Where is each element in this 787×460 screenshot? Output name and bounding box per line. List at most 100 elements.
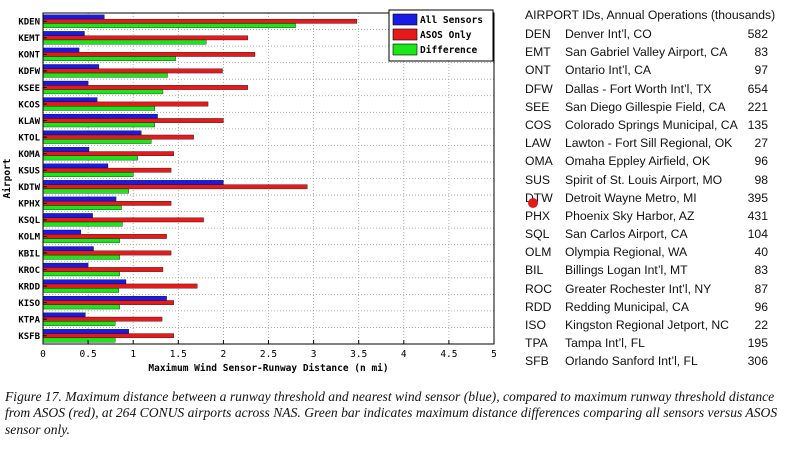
bar-asos-only: [42, 250, 172, 256]
bar-all-sensors: [42, 80, 89, 86]
table-row: SQL San Carlos Airport, CA 104: [520, 225, 782, 243]
airport-code: DFW: [525, 81, 553, 96]
annual-operations: 395: [747, 190, 768, 205]
annual-operations: 654: [747, 81, 768, 96]
chart-ticks: 0 0.5 1 1.5 2 2.5 3 3.5 4 4.5 5 KDEN KEMT KONT KDFW KSE…: [18, 18, 497, 360]
bar-asos-only: [42, 217, 204, 223]
y-tick-label: KTOL: [18, 133, 40, 143]
bar-all-sensors: [42, 295, 167, 301]
airport-code: ROC: [525, 281, 553, 296]
y-tick-label: KCOS: [18, 100, 40, 110]
bar-difference: [42, 254, 120, 260]
airport-code: DEN: [525, 27, 551, 41]
y-tick-label: KSFB: [18, 332, 40, 342]
bar-asos-only: [42, 234, 167, 239]
bar-all-sensors: [42, 130, 142, 136]
airport-code: SUS: [525, 172, 551, 187]
x-tick-label: 0: [40, 349, 46, 360]
bar-asos-only: [42, 118, 224, 123]
bar-all-sensors: [42, 312, 86, 318]
bar-all-sensors: [42, 279, 127, 285]
bar-difference: [42, 205, 122, 210]
airport-name: San Gabriel Valley Airport, CA: [565, 45, 728, 60]
table-row: DTW Detroit Wayne Metro, MI 395: [520, 189, 782, 207]
table-row: DFW Dallas - Fort Worth Int’l, TX 654: [520, 80, 782, 98]
annual-operations: 83: [754, 263, 768, 278]
y-tick-label: KDFW: [18, 67, 40, 77]
y-tick-label: KSUS: [18, 167, 40, 177]
y-tick-label: KPHX: [18, 200, 40, 210]
bar-difference: [42, 288, 119, 293]
annual-operations: 22: [754, 318, 768, 332]
bar-difference: [42, 304, 120, 310]
annual-operations: 104: [747, 227, 768, 242]
table-row: LAW Lawton - Fort Sill Regional, OK 27: [520, 134, 782, 152]
bar-all-sensors: [42, 196, 117, 202]
bar-asos-only: [42, 184, 308, 190]
y-tick-label: KOMA: [18, 150, 40, 160]
bar-difference: [42, 106, 156, 111]
airport-name: Colorado Springs Municipal, CA: [565, 117, 738, 132]
table-row: ROC Greater Rochester Int’l, NY 87: [520, 280, 782, 298]
y-tick-label: KSEE: [18, 84, 40, 94]
bar-asos-only: [42, 300, 174, 305]
x-tick-label: 2.5: [260, 349, 277, 360]
airport-code: SFB: [525, 354, 549, 369]
figure-caption: Figure 17. Maximum distance between a ru…: [5, 389, 778, 437]
annual-operations: 97: [754, 63, 768, 78]
table-row: ONT Ontario Int’l, CA 97: [520, 61, 782, 79]
annual-operations: 87: [754, 281, 768, 296]
annual-operations: 96: [754, 299, 768, 314]
bar-difference: [42, 238, 120, 244]
annual-operations: 98: [754, 172, 768, 187]
airport-code: BIL: [525, 263, 544, 278]
airport-name: Spirit of St. Louis Airport, MO: [565, 172, 723, 187]
legend-label: All Sensors: [420, 15, 483, 26]
airport-code: EMT: [525, 45, 551, 60]
airport-code: ISO: [525, 318, 546, 332]
airport-name: Detroit Wayne Metro, MI: [565, 190, 697, 205]
airport-code: SQL: [525, 227, 550, 242]
bar-asos-only: [42, 52, 256, 57]
airport-code: ONT: [525, 63, 551, 78]
bar-asos-only: [42, 151, 174, 156]
legend-label: Difference: [420, 45, 477, 56]
bar-difference: [42, 122, 156, 128]
table-row: COS Colorado Springs Municipal, CA 135: [520, 116, 782, 134]
airport-code: OLM: [525, 245, 552, 260]
airport-name: Olympia Regional, WA: [565, 245, 688, 260]
legend-swatch: [392, 28, 418, 41]
y-tick-label: KLAW: [18, 117, 40, 127]
bar-difference: [42, 172, 134, 177]
bar-all-sensors: [42, 213, 93, 218]
airport-code: PHX: [525, 208, 551, 223]
airport-name: Phoenix Sky Harbor, AZ: [565, 208, 695, 223]
y-tick-label: KSQL: [18, 216, 40, 226]
airport-name: Kingston Regional Jetport, NC: [565, 318, 729, 332]
bar-asos-only: [42, 267, 164, 272]
y-tick-label: KOLM: [18, 233, 40, 243]
bar-difference: [42, 155, 138, 161]
bar-asos-only: [42, 101, 209, 107]
bar-all-sensors: [42, 329, 129, 334]
bar-asos-only: [42, 283, 198, 289]
annual-operations: 83: [754, 45, 768, 60]
airport-code: TPA: [525, 336, 548, 351]
bar-all-sensors: [42, 147, 90, 152]
bar-chart: 0 0.5 1 1.5 2 2.5 3 3.5 4 4.5 5 KDEN KEMT KONT KDFW KSE…: [2, 9, 497, 374]
table-row: BIL Billings Logan Int’l, MT 83: [520, 261, 782, 279]
x-tick-label: 1: [130, 349, 136, 360]
chart-grid: [43, 13, 494, 344]
bar-all-sensors: [42, 14, 105, 20]
bar-all-sensors: [42, 64, 100, 69]
y-tick-label: KDTW: [18, 183, 40, 193]
annual-operations: 221: [747, 99, 768, 114]
airport-name: Orlando Sanford Int’l, FL: [565, 354, 698, 369]
legend-swatch: [392, 13, 418, 26]
legend-label: ASOS Only: [420, 30, 472, 41]
bar-asos-only: [42, 316, 163, 322]
airport-code: COS: [525, 117, 552, 132]
bar-difference: [42, 89, 164, 95]
bar-asos-only: [42, 85, 248, 90]
airport-code: LAW: [525, 136, 551, 151]
